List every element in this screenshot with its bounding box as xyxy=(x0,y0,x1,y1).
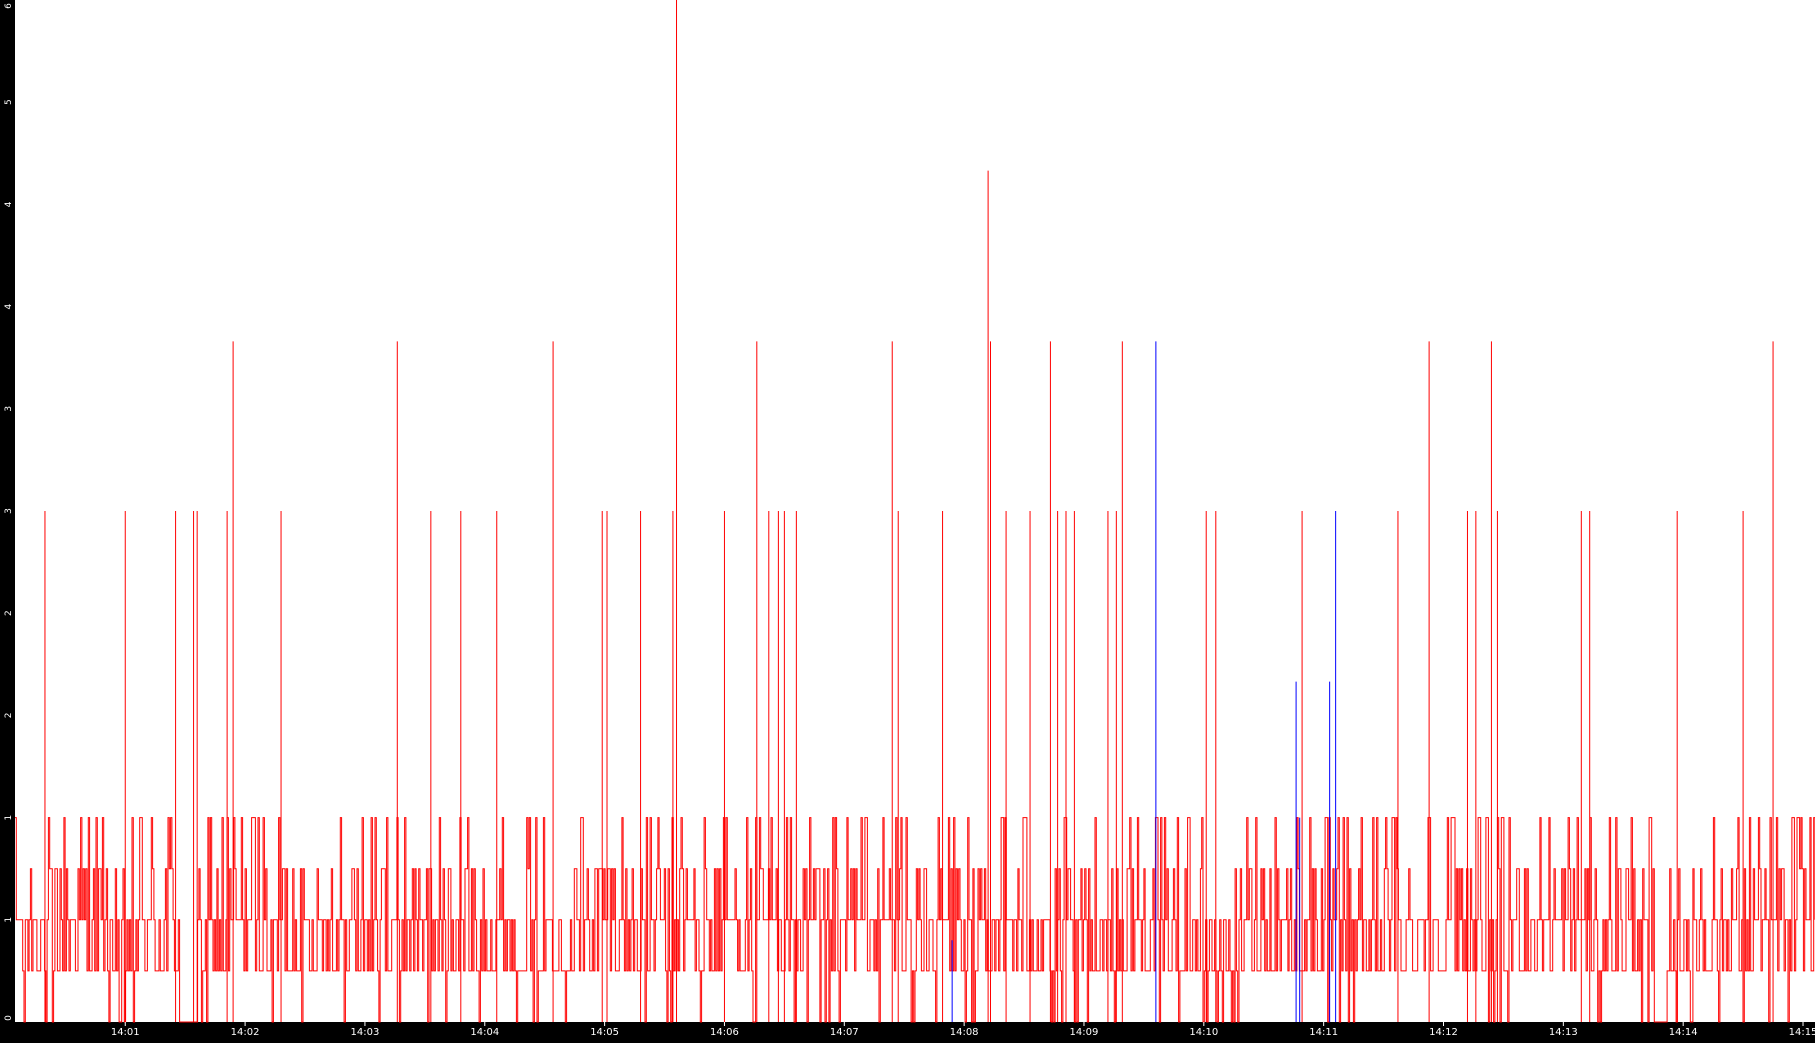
y-tick-label: 4 xyxy=(4,303,14,309)
x-tick-label: 14:04 xyxy=(470,1027,499,1038)
x-tick-label: 14:02 xyxy=(231,1027,260,1038)
x-tick-label: 14:11 xyxy=(1309,1027,1338,1038)
y-tick-label: 4 xyxy=(4,201,14,207)
x-tick-label: 14:10 xyxy=(1189,1027,1218,1038)
series-layer xyxy=(15,0,1815,1023)
x-tick-label: 14:08 xyxy=(950,1027,979,1038)
x-tick-label: 14:14 xyxy=(1669,1027,1698,1038)
y-tick-label: 6 xyxy=(4,3,14,9)
y-tick-label: 5 xyxy=(4,99,14,105)
x-tick-label: 14:15 xyxy=(1789,1027,1815,1038)
y-tick-label: 3 xyxy=(4,508,14,514)
y-tick-label: 1 xyxy=(4,815,14,821)
y-tick-label: 3 xyxy=(4,406,14,412)
x-tick-label: 14:01 xyxy=(111,1027,140,1038)
x-tick-label: 14:12 xyxy=(1429,1027,1458,1038)
x-tick-label: 14:09 xyxy=(1070,1027,1099,1038)
y-tick-label: 0 xyxy=(4,1015,14,1021)
x-tick-label: 14:06 xyxy=(710,1027,739,1038)
y-tick-label: 1 xyxy=(4,917,14,923)
x-tick-label: 14:03 xyxy=(351,1027,380,1038)
x-tick-label: 14:13 xyxy=(1549,1027,1578,1038)
y-tick-label: 2 xyxy=(4,610,14,616)
axis-layer: 14:01 14:02 14:03 14:04 14:05 14:06 14:07 14:08… xyxy=(4,3,1815,1038)
x-tick-label: 14:05 xyxy=(590,1027,619,1038)
x-tick-label: 14:07 xyxy=(830,1027,859,1038)
series-red-base-line xyxy=(15,817,1815,1023)
plot-background xyxy=(15,0,1815,1022)
y-tick-label: 2 xyxy=(4,713,14,719)
